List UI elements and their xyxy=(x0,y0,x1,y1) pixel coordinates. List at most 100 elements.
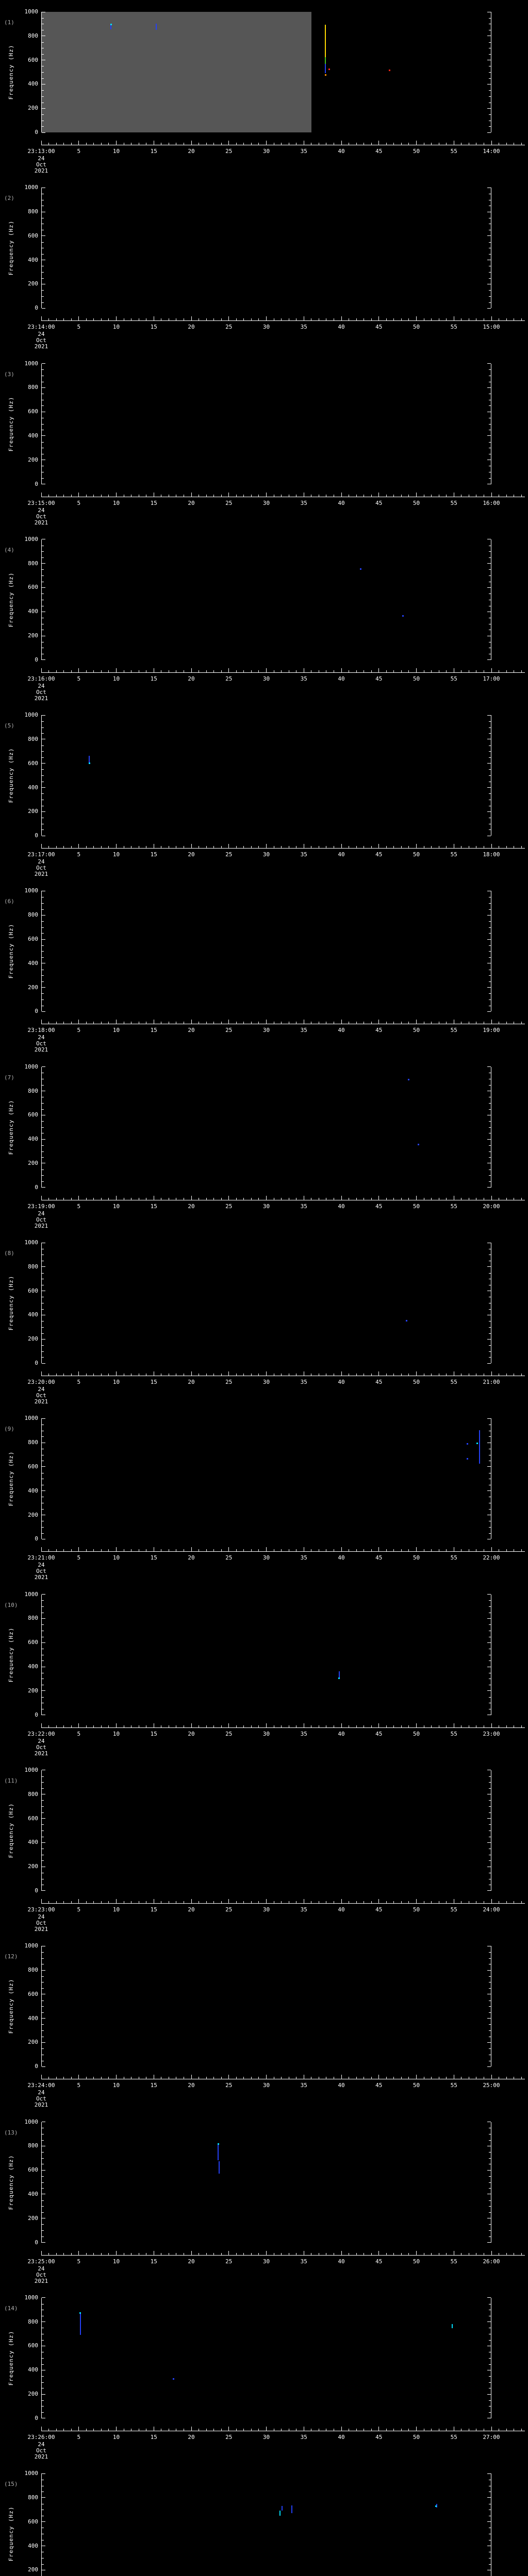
x-minor-tick xyxy=(521,2077,522,2079)
panel-number-label: (2) xyxy=(4,195,14,202)
feature-vline xyxy=(79,2312,81,2335)
x-minor-tick xyxy=(401,2428,402,2431)
x-minor-tick xyxy=(101,846,102,849)
x-minor-tick xyxy=(401,1725,402,1727)
x-tick xyxy=(116,1899,117,1903)
x-minor-tick xyxy=(281,670,282,672)
date-line: 24 xyxy=(38,1034,45,1041)
y-minor-tick xyxy=(42,1697,44,1698)
x-tick-label: 30 xyxy=(262,2082,270,2089)
x-tick xyxy=(341,2250,342,2255)
frequency-axis-label: Frequency (Hz) xyxy=(8,924,14,979)
y-tick-label: 200 xyxy=(28,2039,38,2046)
x-minor-tick xyxy=(93,1901,94,1903)
y-tick xyxy=(42,2473,45,2474)
x-minor-tick xyxy=(281,318,282,321)
x-minor-tick xyxy=(371,846,372,849)
x-tick xyxy=(341,492,342,497)
x-tick-label: 55 xyxy=(450,851,457,858)
x-minor-tick xyxy=(356,1549,357,1552)
y-minor-tick xyxy=(42,1157,44,1158)
y-minor-tick xyxy=(42,1624,44,1625)
x-minor-tick xyxy=(243,2252,244,2255)
end-time-label: 15:00 xyxy=(483,324,500,331)
y-minor-tick xyxy=(489,903,491,904)
x-tick-label: 40 xyxy=(338,499,345,506)
panel-number-label: (8) xyxy=(4,1250,14,1257)
plot-area xyxy=(41,2297,491,2418)
y-minor-tick xyxy=(489,1084,491,1086)
x-minor-tick xyxy=(446,143,447,145)
x-minor-tick xyxy=(101,670,102,672)
y-minor-tick xyxy=(489,1181,491,1182)
x-tick xyxy=(78,2426,79,2431)
x-minor-tick xyxy=(56,846,57,849)
end-time-label: 22:00 xyxy=(483,1554,500,1562)
y-minor-tick xyxy=(489,96,491,97)
x-tick-label: 5 xyxy=(77,1554,81,1562)
x-tick xyxy=(491,1547,492,1552)
x-axis xyxy=(41,1903,525,1904)
x-minor-tick xyxy=(506,1022,507,1024)
x-tick-label: 10 xyxy=(112,1906,120,1913)
y-minor-tick xyxy=(42,1181,44,1182)
x-minor-tick xyxy=(281,494,282,497)
y-tick xyxy=(487,2321,491,2323)
x-minor-tick xyxy=(401,494,402,497)
x-minor-tick xyxy=(101,2428,102,2431)
x-minor-tick xyxy=(236,2077,237,2079)
x-tick xyxy=(191,2426,192,2431)
x-minor-tick xyxy=(221,1725,222,1727)
x-tick-label: 10 xyxy=(112,1027,120,1034)
x-minor-tick xyxy=(356,846,357,849)
x-tick-label: 20 xyxy=(188,1554,195,1562)
x-minor-tick xyxy=(86,2428,87,2431)
feature-dot xyxy=(172,2378,174,2380)
x-minor-tick xyxy=(506,143,507,145)
x-tick-label: 20 xyxy=(188,2433,195,2441)
x-tick xyxy=(378,844,380,849)
x-minor-tick xyxy=(251,1901,252,1903)
x-minor-tick xyxy=(56,2428,57,2431)
x-minor-tick xyxy=(71,1022,72,1024)
x-tick-label: 10 xyxy=(112,2082,120,2089)
feature-vline xyxy=(338,1671,340,1679)
x-minor-tick xyxy=(56,1725,57,1727)
spectrogram-panel-11: (11) Frequency (Hz) 0 200 400 600 800 1000 23:23… xyxy=(0,1758,528,1934)
feature-dot xyxy=(418,1143,420,1145)
y-minor-tick xyxy=(42,1309,44,1310)
x-tick xyxy=(41,1020,42,1024)
x-tick-label: 30 xyxy=(262,499,270,506)
x-tick xyxy=(191,1547,192,1552)
feature-vline xyxy=(110,24,112,29)
y-tick-label: 200 xyxy=(28,1159,38,1166)
x-minor-tick xyxy=(206,1022,207,1024)
x-minor-tick xyxy=(71,143,72,145)
x-minor-tick xyxy=(281,1725,282,1727)
x-minor-tick xyxy=(48,1549,50,1552)
y-minor-tick xyxy=(42,1084,44,1086)
x-tick xyxy=(341,844,342,849)
y-tick xyxy=(487,1618,491,1619)
x-minor-tick xyxy=(213,1901,214,1903)
x-axis xyxy=(41,2255,525,2256)
y-minor-tick xyxy=(42,2382,44,2383)
panel-number-label: (5) xyxy=(4,722,14,730)
x-tick-label: 40 xyxy=(338,324,345,331)
x-minor-tick xyxy=(63,1901,64,1903)
x-tick xyxy=(341,316,342,321)
feature-vline xyxy=(325,25,326,58)
x-minor-tick xyxy=(48,670,50,672)
y-minor-tick xyxy=(42,733,44,734)
y-minor-tick xyxy=(489,1976,491,1977)
y-tick xyxy=(487,939,491,940)
date-line: Oct xyxy=(36,1743,46,1751)
x-minor-tick xyxy=(281,1374,282,1376)
y-tick-label: 800 xyxy=(28,560,38,567)
x-minor-tick xyxy=(56,1197,57,1200)
x-tick xyxy=(228,1371,229,1376)
feature-vline xyxy=(291,2505,292,2514)
feature-dot xyxy=(79,2312,81,2314)
panel-number-label: (3) xyxy=(4,370,14,378)
x-tick xyxy=(228,1195,229,1200)
